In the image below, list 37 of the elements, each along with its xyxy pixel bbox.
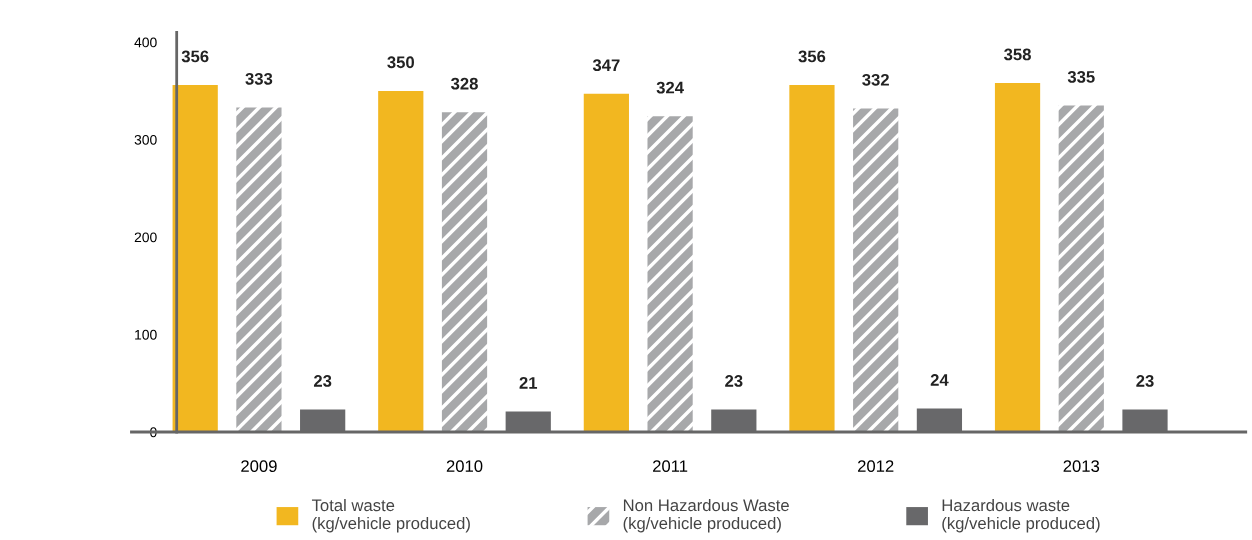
- data-label: 328: [450, 77, 478, 90]
- legend-label: Hazardous waste (kg/vehicle produced): [942, 498, 1100, 533]
- bar: [583, 93, 629, 432]
- data-label: 324: [656, 81, 684, 94]
- data-label: 24: [930, 374, 949, 386]
- data-label: 356: [181, 50, 209, 63]
- bar: [647, 116, 693, 432]
- bar: [378, 90, 424, 432]
- data-label: 347: [592, 59, 620, 72]
- bar: [441, 112, 488, 432]
- legend-label: Non Hazardous Waste (kg/vehicle produced): [623, 498, 789, 533]
- y-tick-label: 300: [134, 134, 157, 145]
- data-label: 21: [519, 376, 538, 389]
- data-label: 23: [1136, 375, 1154, 387]
- x-tick-label: 2010: [446, 460, 483, 473]
- bar: [236, 107, 282, 432]
- y-tick-label: 100: [135, 329, 157, 340]
- data-label: 333: [245, 72, 273, 85]
- bar: [789, 85, 835, 432]
- legend-label: Total waste (kg/vehicle produced): [311, 498, 470, 533]
- data-label: 332: [862, 73, 889, 86]
- bar: [1058, 105, 1104, 432]
- data-label: 356: [798, 50, 826, 63]
- data-label: 335: [1067, 70, 1095, 83]
- data-label: 350: [387, 56, 414, 69]
- bar: [172, 85, 218, 432]
- data-label: 23: [313, 375, 332, 387]
- x-tick-label: 2011: [653, 460, 688, 473]
- bar: [994, 83, 1041, 432]
- data-label: 358: [1004, 48, 1031, 61]
- x-tick-label: 2009: [241, 460, 277, 473]
- data-label: 23: [725, 375, 743, 387]
- x-tick-label: 2013: [1063, 460, 1100, 473]
- y-tick-label: 400: [134, 37, 157, 48]
- x-tick-label: 2012: [857, 460, 894, 473]
- bar: [853, 108, 899, 432]
- y-tick-label: 200: [134, 232, 157, 243]
